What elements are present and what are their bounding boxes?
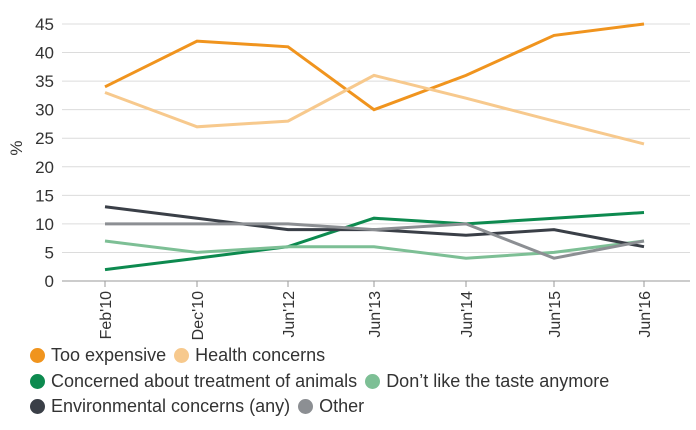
legend-item-too-expensive: Too expensive — [30, 345, 166, 366]
chart-legend: Too expensive Health concerns Concerned … — [30, 343, 617, 420]
legend-item-health-concerns: Health concerns — [174, 345, 325, 366]
x-tick-label: Jun'12 — [281, 291, 298, 338]
series-line-environmental-concerns-any — [104, 205, 645, 249]
x-tick-label: Jun'13 — [367, 291, 384, 338]
series-line-other — [105, 222, 645, 260]
x-tick-label: Feb'10 — [98, 291, 115, 340]
legend-item-dont-like-taste: Don’t like the taste anymore — [365, 371, 609, 392]
legend-swatch — [30, 348, 45, 364]
legend-swatch — [365, 373, 381, 389]
x-tick-label: Jun'14 — [459, 291, 476, 338]
legend-row: Environmental concerns (any) Other — [30, 394, 617, 420]
y-tick-label: 25 — [35, 129, 54, 148]
y-tick-label: 20 — [35, 158, 54, 177]
y-tick-label: 45 — [35, 15, 54, 34]
legend-label: Concerned about treatment of animals — [51, 370, 358, 391]
legend-label: Environmental concerns (any) — [51, 396, 291, 417]
series-line-concerned-about-treatment-of-animals — [104, 211, 645, 272]
series-line-too-expensive — [104, 22, 645, 112]
series-line-health-concerns — [104, 73, 645, 146]
legend-label: Health concerns — [195, 345, 326, 366]
x-tick-label: Jun'16 — [637, 291, 654, 338]
legend-label: Too expensive — [51, 345, 167, 366]
y-tick-label: 15 — [35, 186, 54, 205]
x-tick-label: Jun'15 — [547, 291, 564, 338]
y-tick-label: 0 — [45, 272, 54, 291]
legend-swatch — [298, 399, 314, 415]
y-tick-label: 40 — [35, 44, 54, 63]
legend-item-environmental: Environmental concerns (any) — [30, 396, 290, 417]
legend-row: Concerned about treatment of animals Don… — [30, 369, 617, 395]
y-tick-label: 10 — [35, 215, 54, 234]
y-tick-label: 5 — [45, 243, 54, 262]
legend-label: Other — [319, 396, 365, 417]
y-axis-label: % — [7, 140, 26, 155]
legend-item-other: Other — [298, 396, 364, 417]
legend-row: Too expensive Health concerns — [30, 343, 617, 369]
series-line-don-t-like-the-taste-anymore — [104, 239, 645, 260]
legend-item-treatment-of-animals: Concerned about treatment of animals — [30, 371, 357, 392]
series-lines — [104, 22, 645, 272]
legend-swatch — [174, 348, 190, 364]
legend-swatch — [30, 373, 45, 389]
legend-label: Don’t like the taste anymore — [386, 370, 610, 391]
chart-plot-area: 0 5 10 15 20 25 30 35 40 45% Feb'10 Dec'10 Jun'12 Jun… — [7, 15, 690, 340]
y-tick-label: 35 — [35, 72, 54, 91]
axes: 0 5 10 15 20 25 30 35 40 45% Feb'10 Dec'10 Jun'12 Jun… — [7, 15, 654, 340]
x-tick-label: Dec'10 — [190, 291, 207, 340]
y-tick-label: 30 — [35, 101, 54, 120]
legend-swatch — [30, 399, 45, 415]
